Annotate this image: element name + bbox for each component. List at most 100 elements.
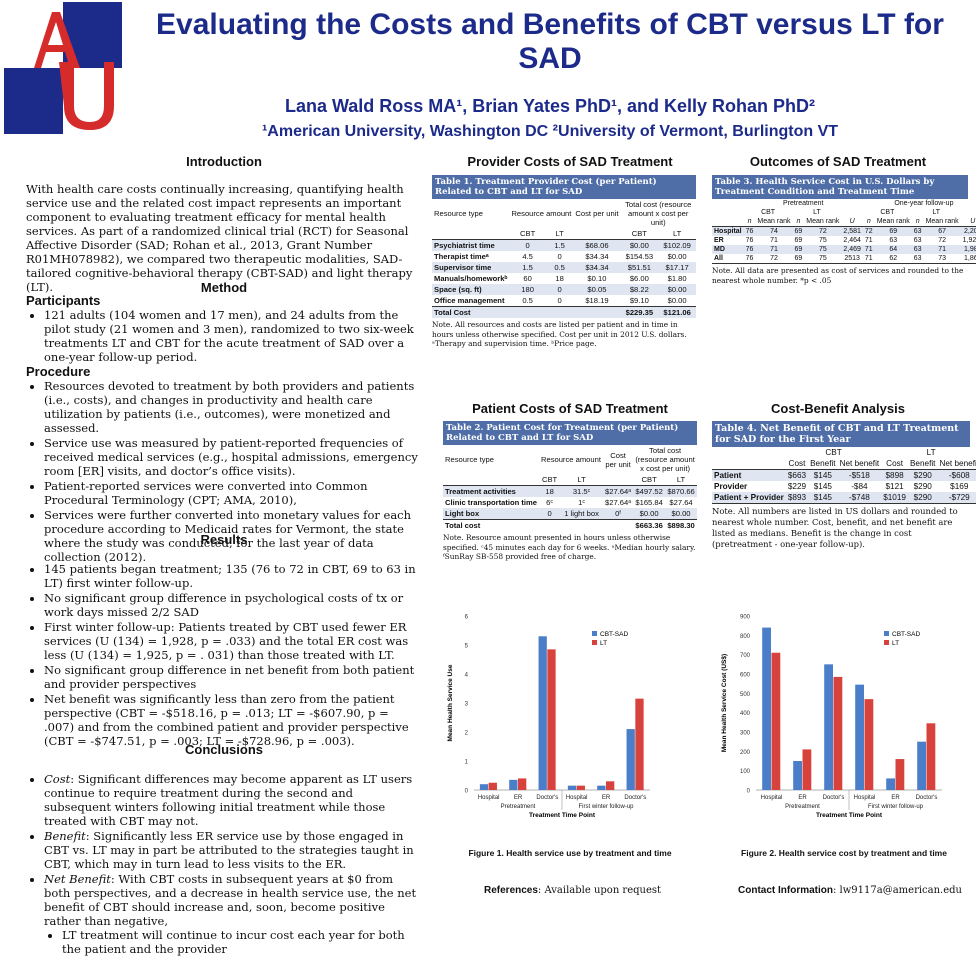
table-row: Space (sq. ft) 180 0 $0.05 $8.22 $0.00 [432, 284, 696, 295]
table-note: Note. Resource amount presented in hours… [443, 533, 696, 561]
table-row: Provider $229 $145 -$84 $121 $290 $169 [714, 482, 969, 491]
legend-label: LT [892, 640, 899, 647]
bar-lt [833, 676, 843, 790]
bar-lt [606, 781, 615, 790]
bar-lt [926, 723, 936, 790]
bar-cbt [793, 761, 802, 790]
authors: Lana Wald Ross MA¹, Brian Yates PhD¹, an… [284, 96, 816, 116]
bar-lt [576, 785, 585, 790]
table-note: Note. All resources and costs are listed… [432, 320, 687, 348]
affiliations: ¹American University, Washington DC ²Uni… [261, 123, 839, 140]
provider-cost-table: Table 1. Treatment Provider Cost (per Pa… [432, 175, 696, 349]
poster-title: Evaluating the Costs and Benefits of CBT… [156, 8, 944, 75]
y-tick-label: 700 [740, 653, 751, 659]
x-tick-label: ER [798, 795, 807, 801]
group-label: First winter follow-up [578, 804, 634, 810]
bar-cbt [626, 729, 635, 790]
results-block: 145 patients began treatment; 135 (76 to… [26, 562, 422, 749]
list-item: Services were further converted into mon… [44, 508, 422, 564]
intro-text: With health care costs continually incre… [26, 182, 413, 294]
conclusions-heading: Conclusions [184, 742, 263, 757]
list-item: 121 adults (104 women and 17 men), and 2… [44, 308, 422, 364]
bar-lt [635, 698, 644, 790]
table-caption: Table 1. Treatment Provider Cost (per Pa… [432, 175, 696, 199]
bar-cbt [886, 778, 895, 790]
table-row: Psychiatrist time 0 1.5 $68.06 $0.00 $102.09 [432, 239, 696, 251]
bar-cbt [855, 684, 864, 790]
x-tick-label: Doctor's [823, 795, 845, 801]
x-tick-label: ER [891, 795, 900, 801]
table-caption: Table 4. Net Benefit of CBT and LT Treat… [712, 421, 970, 447]
cost-benefit-heading: Cost-Benefit Analysis [771, 401, 905, 416]
legend-label: CBT-SAD [600, 631, 628, 638]
bar-cbt [597, 785, 606, 790]
y-tick-label: 300 [740, 731, 751, 737]
intro-heading: Introduction [186, 154, 262, 169]
patient-cost-table: Table 2. Patient Cost for Treatment (per… [443, 421, 697, 561]
bar-lt [864, 699, 874, 790]
figure-2-caption: Figure 2. Health service cost by treatme… [741, 848, 947, 858]
table-note: Note. All data are presented as cost of … [712, 266, 964, 285]
bar-cbt [538, 636, 547, 790]
table-row: Treatment activities 18 31.5ᶜ $27.64ᵃ $497.5… [443, 485, 697, 497]
bar-cbt [762, 627, 771, 790]
legend-swatch [592, 640, 597, 645]
x-tick-label: Doctor's [916, 795, 938, 801]
legend-swatch [884, 631, 889, 636]
figure-1-caption: Figure 1. Health service use by treatmen… [468, 848, 672, 858]
legend-label: CBT-SAD [892, 631, 920, 638]
health-service-use-chart: 0 1 2 3 4 5 6 Mean Health Service Use Hospital ER… [447, 615, 650, 819]
y-tick-label: 0 [465, 789, 469, 795]
y-tick-label: 500 [740, 692, 751, 698]
list-item: Net Benefit: With CBT costs in subsequen… [44, 872, 422, 956]
procedure-list: Resources devoted to treatment by both p… [26, 379, 422, 564]
legend-swatch [884, 640, 889, 645]
y-tick-label: 2 [465, 731, 469, 737]
group-label: First winter follow-up [868, 804, 924, 810]
intro-text-block: With health care costs continually incre… [26, 182, 422, 294]
bar-lt [895, 759, 905, 790]
participants-list: 121 adults (104 women and 17 men), and 2… [26, 308, 422, 364]
x-axis-label: Treatment Time Point [529, 812, 596, 819]
list-item: No significant group difference in psych… [44, 591, 422, 619]
method-heading: Method [200, 280, 248, 295]
table-row: Supervisor time 1.5 0.5 $34.34 $51.51 $17.17 [432, 262, 696, 273]
bar-cbt [479, 784, 489, 790]
x-tick-label: Hospital [566, 795, 588, 801]
legend-swatch [592, 631, 597, 636]
legend-label: LT [600, 640, 607, 647]
table-row: Total cost $663.36 $898.30 [443, 519, 697, 531]
list-item: Net benefit was significantly less than … [44, 692, 422, 748]
net-benefit-table: Table 4. Net Benefit of CBT and LT Treat… [712, 421, 976, 550]
x-axis-label: Treatment Time Point [816, 812, 883, 819]
list-item: Benefit: Significantly less ER service u… [44, 829, 422, 871]
y-tick-label: 200 [740, 750, 751, 756]
method-block: Participants 121 adults (104 women and 1… [26, 294, 422, 565]
y-tick-label: 800 [740, 634, 751, 640]
conclusions-block: Cost: Significant differences may become… [26, 772, 422, 957]
y-tick-label: 0 [747, 789, 751, 795]
x-tick-label: Doctor's [624, 795, 646, 801]
table-row: Patient + Provider $893 $145 -$748 $1019 $290… [712, 492, 976, 504]
y-tick-label: 3 [465, 702, 469, 708]
table-row: Manuals/homeworkᵇ 60 18 $0.10 $6.00 $1.80 [434, 274, 687, 283]
contact-info: Contact Information: lw9117a@american.ed… [738, 885, 962, 896]
table-row: Clinic transportation time 6ᶜ 1ᶜ $27.64ᵃ $16… [445, 498, 693, 507]
y-tick-label: 600 [740, 673, 751, 679]
table-row: Light box 0 1 light box 0ᶠ $0.00 $0.00 [443, 508, 697, 520]
results-heading: Results [200, 532, 248, 547]
x-tick-label: Hospital [478, 795, 500, 801]
list-item: Resources devoted to treatment by both p… [44, 379, 422, 435]
x-tick-label: ER [514, 795, 523, 801]
x-tick-label: Hospital [854, 795, 876, 801]
table-note: Note. All numbers are listed in US dolla… [712, 506, 958, 549]
y-tick-label: 900 [740, 615, 751, 621]
table-caption: Table 3. Health Service Cost in U.S. Dol… [712, 175, 968, 199]
x-tick-label: Hospital [761, 795, 783, 801]
american-university-logo [4, 2, 122, 134]
health-service-table: Table 3. Health Service Cost in U.S. Dol… [712, 175, 976, 285]
bar-lt [802, 749, 812, 790]
